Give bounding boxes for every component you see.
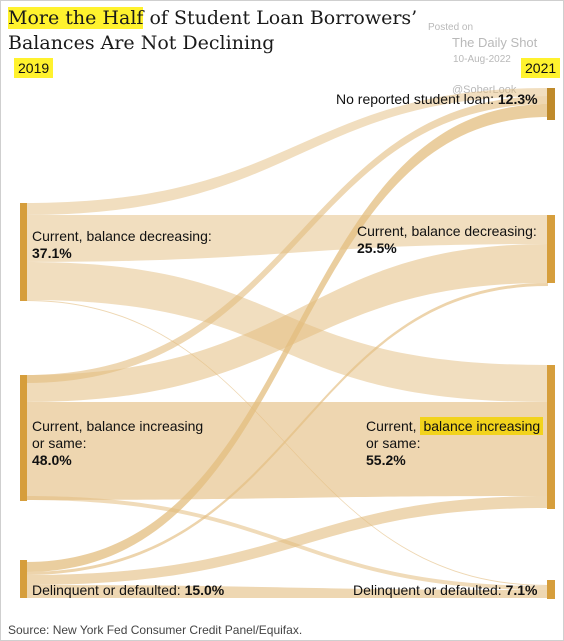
label-left-decreasing: Current, balance decreasing: 37.1% (32, 228, 212, 262)
watermark-date: 10-Aug-2022 (453, 54, 511, 65)
year-right: 2021 (521, 58, 561, 78)
label-right-decreasing-text: Current, balance decreasing: (357, 223, 537, 239)
flow-decreasing-to-decreasing (26, 215, 548, 262)
flow-delinquent-to-increasing (26, 496, 548, 585)
page-title: More the Half of Student Loan Borrowers’… (8, 6, 478, 56)
title-rest: of Student Loan Borrowers’ Balances Are … (8, 7, 418, 54)
label-left-delinquent-pct: 15.0% (184, 582, 225, 598)
label-left-increasing-line2: or same: (32, 435, 87, 451)
label-right-no-loan: No reported student loan: 12.3% (336, 91, 538, 108)
label-right-no-loan-pct: 12.3% (497, 91, 538, 107)
label-right-delinquent-pct: 7.1% (505, 582, 538, 598)
title-highlight: More the Half (8, 7, 144, 29)
label-right-delinquent-text: Delinquent or defaulted: (353, 582, 502, 598)
label-right-increasing-highlight: balance increasing (420, 417, 544, 435)
watermark-publication: The Daily Shot (452, 35, 538, 50)
node-right-decreasing (547, 215, 555, 283)
label-right-no-loan-text: No reported student loan: (336, 91, 494, 107)
label-right-increasing: Current, balance increasing or same: 55.… (366, 417, 544, 469)
node-left-decreasing (20, 203, 27, 301)
label-right-decreasing-pct: 25.5% (357, 240, 397, 256)
year-left: 2019 (14, 58, 54, 78)
label-left-delinquent-text: Delinquent or defaulted: (32, 582, 181, 598)
flow-increasing-to-increasing (26, 402, 548, 500)
label-right-decreasing: Current, balance decreasing: 25.5% (357, 223, 537, 257)
node-left-increasing (20, 375, 27, 501)
label-left-increasing: Current, balance increasing or same: 48.… (32, 418, 203, 469)
flow-delinquent-to-delinquent (26, 585, 548, 598)
nodes (20, 88, 555, 599)
flows (26, 88, 548, 598)
node-right-increasing (547, 365, 555, 509)
node-right-no-loan (547, 88, 555, 120)
label-right-increasing-line2: or same: (366, 435, 421, 451)
label-right-delinquent: Delinquent or defaulted: 7.1% (353, 582, 537, 599)
flow-decreasing-to-no-loan (26, 88, 548, 215)
watermark-posted-on: Posted on (428, 22, 474, 33)
node-left-delinquent (20, 560, 27, 598)
node-right-delinquent (547, 580, 555, 599)
label-right-increasing-pct: 55.2% (366, 452, 406, 468)
label-left-increasing-pct: 48.0% (32, 452, 72, 468)
label-left-decreasing-text: Current, balance decreasing: (32, 228, 212, 244)
label-right-increasing-prefix: Current, (366, 418, 417, 434)
label-left-decreasing-pct: 37.1% (32, 245, 72, 261)
label-left-delinquent: Delinquent or defaulted: 15.0% (32, 582, 224, 599)
label-left-increasing-line1: Current, balance increasing (32, 418, 204, 434)
source-note: Source: New York Fed Consumer Credit Pan… (8, 623, 303, 637)
flow-increasing-to-decreasing (26, 244, 548, 402)
